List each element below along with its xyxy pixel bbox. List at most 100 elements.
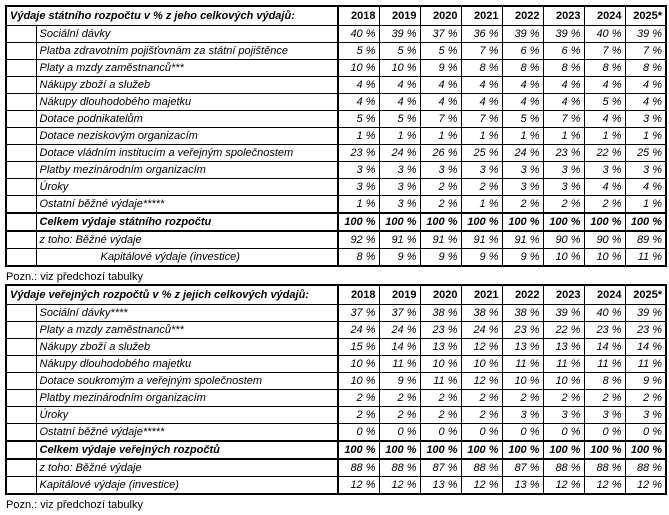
table-row: Dotace vládním institucím a veřejným spo…: [5, 144, 667, 162]
value-cell: 1 %: [624, 195, 667, 214]
value-cell: 0 %: [624, 423, 667, 442]
public-budgets-table: Výdaje veřejných rozpočtů v % z jejich c…: [5, 284, 668, 495]
year-header-cell: 2025*: [624, 5, 667, 26]
year-header-cell: 2024: [583, 5, 626, 26]
table-row: Nákupy dlouhodobého majetku 4 % 4 % 4 % 4 % 4…: [5, 93, 667, 111]
value-cell: 0 %: [337, 423, 380, 442]
indent-cell: [5, 93, 37, 111]
value-cell: 11 %: [542, 355, 585, 373]
value-cell: 100 %: [501, 440, 544, 460]
value-cell: 0 %: [542, 423, 585, 442]
row-label-cell: Kapitálové výdaje (investice): [35, 476, 339, 495]
value-cell: 39 %: [378, 25, 421, 43]
value-cell: 5 %: [419, 42, 462, 60]
value-cell: 87 %: [419, 458, 462, 477]
value-cell: 88 %: [583, 458, 626, 477]
value-cell: 2 %: [337, 389, 380, 407]
row-label-cell: Nákupy dlouhodobého majetku: [35, 93, 339, 111]
indent-cell: [5, 476, 37, 495]
value-cell: 3 %: [542, 406, 585, 424]
value-cell: 7 %: [460, 42, 503, 60]
year-header-cell: 2022: [501, 284, 544, 305]
value-cell: 8 %: [501, 59, 544, 77]
value-cell: 24 %: [378, 321, 421, 339]
value-cell: 1 %: [419, 127, 462, 145]
value-cell: 12 %: [460, 372, 503, 390]
indent-cell: [5, 42, 37, 60]
value-cell: 100 %: [624, 440, 667, 460]
row-label-cell: Nákupy dlouhodobého majetku: [35, 355, 339, 373]
value-cell: 0 %: [583, 423, 626, 442]
row-label-cell: Ostatní běžné výdaje*****: [35, 195, 339, 214]
value-cell: 91 %: [378, 230, 421, 249]
value-cell: 11 %: [378, 355, 421, 373]
row-label-cell: Platba zdravotním pojišťovnám za státní …: [35, 42, 339, 60]
indent-cell: [5, 440, 37, 460]
value-cell: 4 %: [542, 93, 585, 111]
row-label-cell: Sociální dávky: [35, 25, 339, 43]
value-cell: 9 %: [419, 59, 462, 77]
row-label-cell: Dotace soukromým a veřejným společnostem: [35, 372, 339, 390]
value-cell: 4 %: [501, 93, 544, 111]
table-row: Platby mezinárodním organizacím 3 % 3 % 3 %…: [5, 161, 667, 179]
indent-cell: [5, 355, 37, 373]
value-cell: 5 %: [337, 42, 380, 60]
value-cell: 11 %: [624, 248, 667, 267]
value-cell: 88 %: [337, 458, 380, 477]
table-row: Dotace podnikatelům 5 % 5 % 7 % 7 % 5 % 7 % 4 %…: [5, 110, 667, 128]
value-cell: 4 %: [378, 76, 421, 94]
value-cell: 4 %: [419, 76, 462, 94]
value-cell: 9 %: [378, 248, 421, 267]
value-cell: 3 %: [624, 406, 667, 424]
value-cell: 8 %: [337, 248, 380, 267]
value-cell: 39 %: [624, 304, 667, 322]
year-header-cell: 2020: [419, 5, 462, 26]
value-cell: 0 %: [501, 423, 544, 442]
value-cell: 25 %: [624, 144, 667, 162]
value-cell: 2 %: [337, 406, 380, 424]
value-cell: 10 %: [542, 248, 585, 267]
indent-cell: [5, 230, 37, 249]
year-header-cell: 2021: [460, 5, 503, 26]
table-row: Platba zdravotním pojišťovnám za státní …: [5, 42, 667, 60]
table-note: Pozn.: viz předchozí tabulky: [6, 271, 143, 283]
table-row: Kapitálové výdaje (investice) 8 % 9 % 9 % 9 …: [5, 248, 667, 267]
indent-cell: [5, 178, 37, 196]
value-cell: 4 %: [501, 76, 544, 94]
value-cell: 3 %: [624, 161, 667, 179]
value-cell: 12 %: [583, 476, 626, 495]
value-cell: 40 %: [583, 25, 626, 43]
indent-cell: [5, 458, 37, 477]
value-cell: 40 %: [583, 304, 626, 322]
table-row: Sociální dávky**** 37 % 37 % 38 % 38 % 38 % 39…: [5, 304, 667, 322]
value-cell: 4 %: [583, 76, 626, 94]
year-header-cell: 2019: [378, 5, 421, 26]
value-cell: 100 %: [583, 212, 626, 232]
value-cell: 9 %: [378, 372, 421, 390]
value-cell: 2 %: [419, 406, 462, 424]
value-cell: 2 %: [542, 195, 585, 214]
value-cell: 89 %: [624, 230, 667, 249]
value-cell: 39 %: [542, 25, 585, 43]
value-cell: 14 %: [583, 338, 626, 356]
value-cell: 39 %: [542, 304, 585, 322]
table-row: Nákupy zboží a služeb 4 % 4 % 4 % 4 % 4 % 4 % 4…: [5, 76, 667, 94]
table-row: Úroky 2 % 2 % 2 % 2 % 3 % 3 % 3 % 3 %: [5, 406, 667, 424]
value-cell: 37 %: [337, 304, 380, 322]
value-cell: 3 %: [378, 178, 421, 196]
indent-cell: [5, 406, 37, 424]
value-cell: 38 %: [419, 304, 462, 322]
value-cell: 2 %: [378, 389, 421, 407]
value-cell: 2 %: [460, 389, 503, 407]
row-label-cell: Platy a mzdy zaměstnanců***: [35, 321, 339, 339]
value-cell: 26 %: [419, 144, 462, 162]
table-row: Platy a mzdy zaměstnanců*** 24 % 24 % 23 % 2…: [5, 321, 667, 339]
value-cell: 2 %: [460, 406, 503, 424]
value-cell: 88 %: [460, 458, 503, 477]
table-title-cell: Výdaje státního rozpočtu v % z jeho celk…: [5, 5, 339, 26]
value-cell: 24 %: [460, 321, 503, 339]
indent-cell: [5, 110, 37, 128]
value-cell: 8 %: [624, 59, 667, 77]
value-cell: 100 %: [419, 440, 462, 460]
table-row: Úroky 3 % 3 % 2 % 2 % 3 % 3 % 4 % 4 %: [5, 178, 667, 196]
